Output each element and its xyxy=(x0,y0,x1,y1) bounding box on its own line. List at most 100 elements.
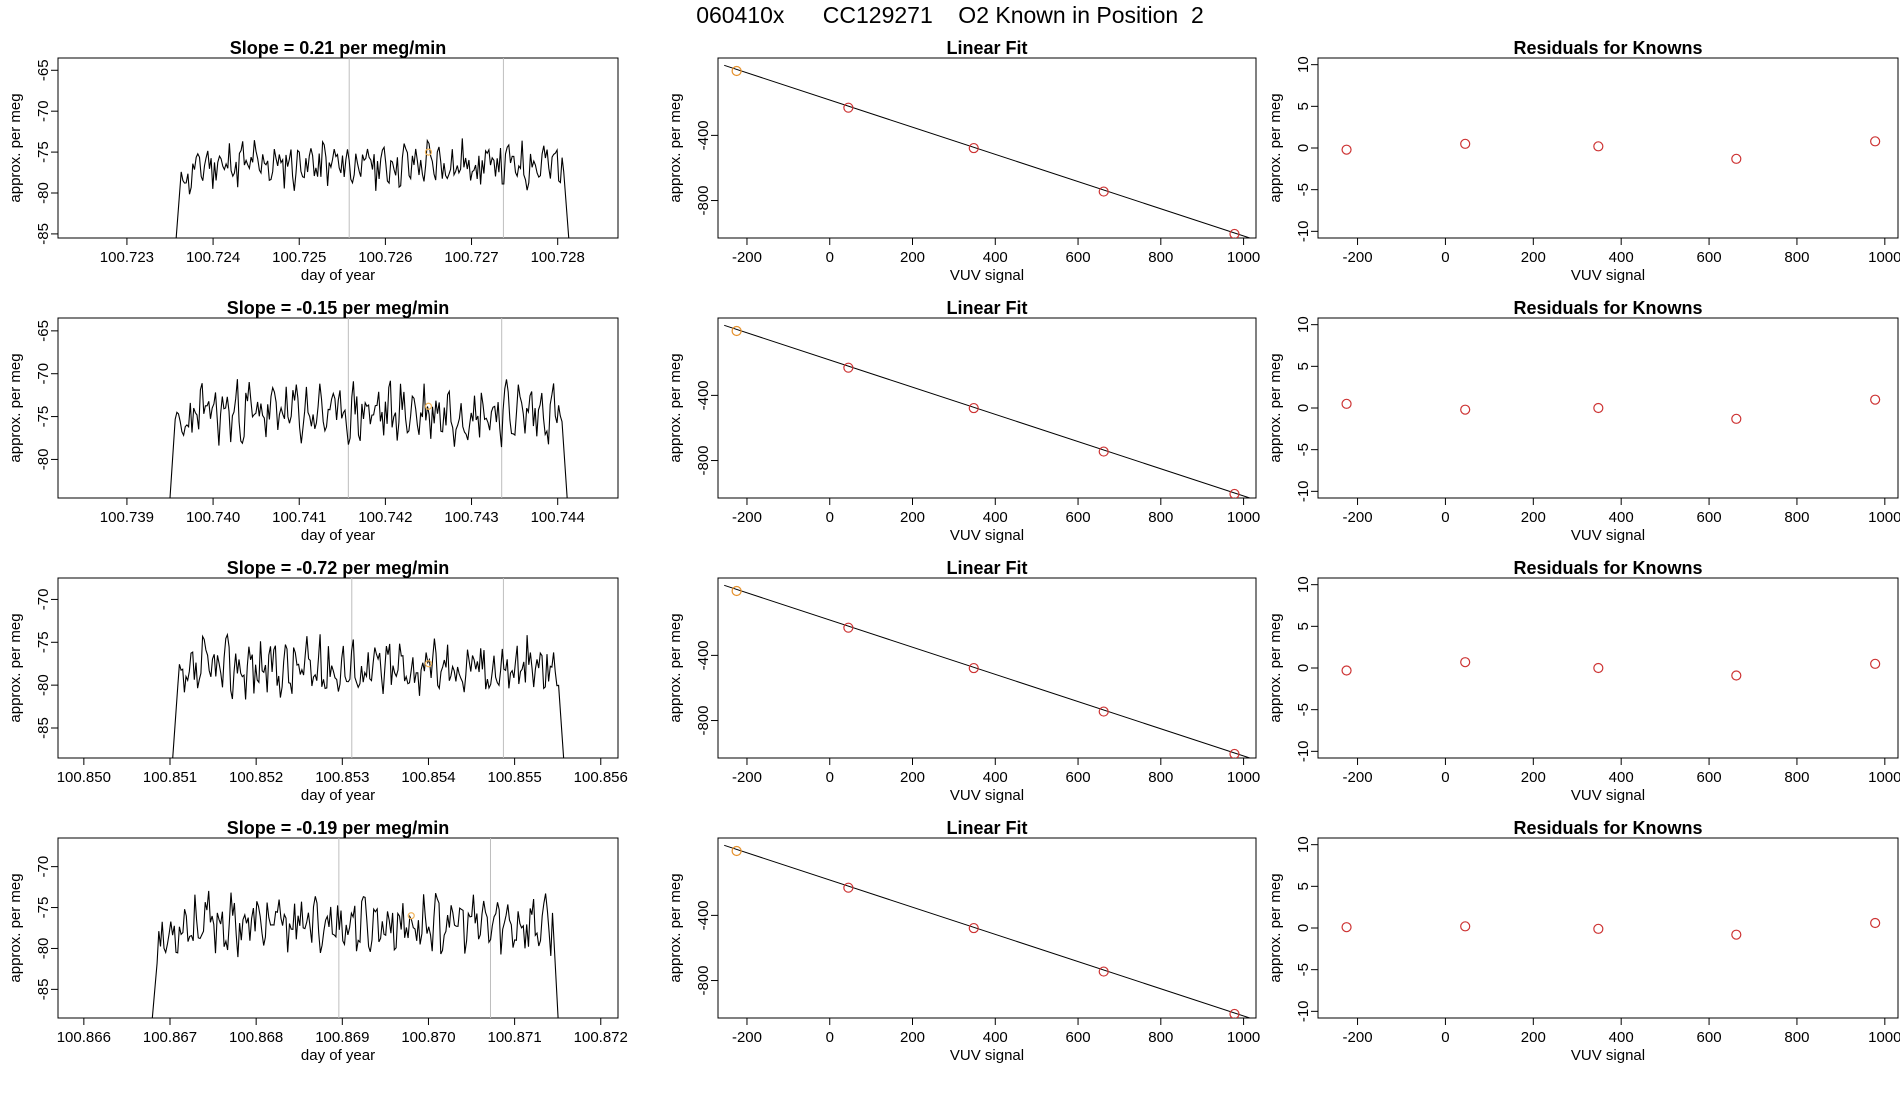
panel-title: Linear Fit xyxy=(946,298,1027,318)
data-point xyxy=(1731,413,1742,424)
x-tick-label: 1000 xyxy=(1868,249,1900,266)
panel-1-1: Slope = 0.21 per meg/min 100.723 100.724 10… xyxy=(7,38,619,284)
data-point xyxy=(843,362,854,373)
y-axis-label: approx. per meg xyxy=(1267,353,1284,462)
x-axis-label: day of year xyxy=(301,1047,375,1064)
data-point xyxy=(968,402,979,414)
x-tick-label: 600 xyxy=(1697,1029,1722,1046)
x-tick-label: 100.852 xyxy=(229,769,283,786)
plot-area xyxy=(1341,136,1881,164)
x-tick-label: -200 xyxy=(732,1029,762,1046)
data-point xyxy=(1870,394,1881,405)
panel-title: Slope = 0.21 per meg/min xyxy=(230,38,447,58)
x-tick-label: 0 xyxy=(826,509,834,526)
x-tick-label: 0 xyxy=(1441,509,1449,526)
data-point xyxy=(843,102,854,113)
x-tick-label: 400 xyxy=(983,769,1008,786)
y-tick-label: 0 xyxy=(1295,924,1312,932)
panel-3-1: Slope = -0.72 per meg/min 100.850 100.851 1… xyxy=(7,558,628,804)
signal-trace xyxy=(151,890,559,1018)
y-tick-label: -5 xyxy=(1295,703,1312,716)
x-tick-label: 100.851 xyxy=(143,769,197,786)
x-tick-label: -200 xyxy=(732,769,762,786)
y-tick-label: -80 xyxy=(35,674,52,696)
x-tick-label: 1000 xyxy=(1227,509,1260,526)
x-tick-label: 200 xyxy=(1521,1029,1546,1046)
fit-line xyxy=(724,844,1250,1018)
x-tick-label: 400 xyxy=(983,509,1008,526)
x-tick-label: 0 xyxy=(826,249,834,266)
plot-frame xyxy=(1317,837,1899,1019)
data-point xyxy=(731,845,742,857)
x-tick-label: 800 xyxy=(1148,1029,1173,1046)
x-tick-label: -200 xyxy=(732,509,762,526)
panel-title: Residuals for Knowns xyxy=(1513,298,1702,318)
mean-marker xyxy=(424,660,433,668)
plot-area xyxy=(1341,917,1881,940)
panel-title: Slope = -0.19 per meg/min xyxy=(227,818,450,838)
x-tick-label: 1000 xyxy=(1227,1029,1260,1046)
panel-2-2: Linear Fit -200 0 200 400 600 800 1000 -800 -400 V… xyxy=(667,298,1260,544)
data-point xyxy=(1341,665,1352,676)
y-tick-label: -65 xyxy=(35,59,52,81)
x-tick-label: 100.866 xyxy=(57,1029,111,1046)
plot-frame xyxy=(717,837,1257,1019)
x-tick-label: 0 xyxy=(826,1029,834,1046)
y-tick-label: -5 xyxy=(1295,963,1312,976)
x-tick-label: 0 xyxy=(1441,1029,1449,1046)
plot-frame xyxy=(717,317,1257,499)
x-tick-label: 100.869 xyxy=(315,1029,369,1046)
data-point xyxy=(1229,228,1240,238)
data-point xyxy=(1870,136,1881,147)
panel-3-2: Linear Fit -200 0 200 400 600 800 1000 -800 -400 V… xyxy=(667,558,1260,804)
y-tick-label: -85 xyxy=(35,979,52,1001)
x-tick-label: 100.741 xyxy=(272,509,326,526)
y-tick-label: -10 xyxy=(1295,220,1312,242)
plot-area xyxy=(172,578,565,758)
plot-area xyxy=(724,64,1250,238)
panel-title: Residuals for Knowns xyxy=(1513,38,1702,58)
y-tick-label: -800 xyxy=(695,186,712,216)
y-tick-label: -75 xyxy=(35,406,52,428)
data-point xyxy=(1098,966,1109,977)
plot-area xyxy=(1341,394,1881,424)
y-tick-label: -400 xyxy=(695,900,712,930)
y-tick-label: -800 xyxy=(695,966,712,996)
x-tick-label: 100.744 xyxy=(531,509,585,526)
plot-area xyxy=(175,58,570,238)
page-title: 060410x CC129271 O2 Known in Position 2 xyxy=(696,2,1204,28)
y-tick-label: -75 xyxy=(35,631,52,653)
x-axis-label: day of year xyxy=(301,787,375,804)
y-tick-label: -10 xyxy=(1295,480,1312,502)
x-tick-label: 400 xyxy=(983,249,1008,266)
x-tick-label: 1000 xyxy=(1868,769,1900,786)
panel-4-2: Linear Fit -200 0 200 400 600 800 1000 -800 -400 V… xyxy=(667,818,1260,1064)
x-axis-label: VUV signal xyxy=(1571,267,1645,284)
x-tick-label: 100.853 xyxy=(315,769,369,786)
plot-frame xyxy=(717,57,1257,239)
x-tick-label: 100.724 xyxy=(186,249,240,266)
x-tick-label: 800 xyxy=(1784,1029,1809,1046)
y-tick-label: 10 xyxy=(1295,56,1312,73)
x-tick-label: 100.850 xyxy=(57,769,111,786)
data-point xyxy=(1460,138,1471,149)
data-point xyxy=(1460,657,1471,668)
y-tick-label: -75 xyxy=(35,897,52,919)
y-tick-label: 0 xyxy=(1295,144,1312,152)
plot-frame xyxy=(1317,57,1899,239)
x-tick-label: 100.727 xyxy=(444,249,498,266)
panel-title: Linear Fit xyxy=(946,38,1027,58)
x-tick-label: 1000 xyxy=(1227,769,1260,786)
panel-title: Slope = -0.72 per meg/min xyxy=(227,558,450,578)
panel-4-3: Residuals for Knowns-200 0 200 400 600 800 100… xyxy=(1267,818,1900,1064)
y-axis-label: approx. per meg xyxy=(7,353,24,462)
x-tick-label: -200 xyxy=(1343,769,1373,786)
x-tick-label: 600 xyxy=(1066,769,1091,786)
x-tick-label: 1000 xyxy=(1868,509,1900,526)
y-tick-label: 0 xyxy=(1295,664,1312,672)
x-tick-label: 100.742 xyxy=(358,509,412,526)
plot-area xyxy=(724,584,1250,758)
x-tick-label: 100.743 xyxy=(444,509,498,526)
x-tick-label: -200 xyxy=(1343,509,1373,526)
y-axis-label: approx. per meg xyxy=(1267,93,1284,202)
